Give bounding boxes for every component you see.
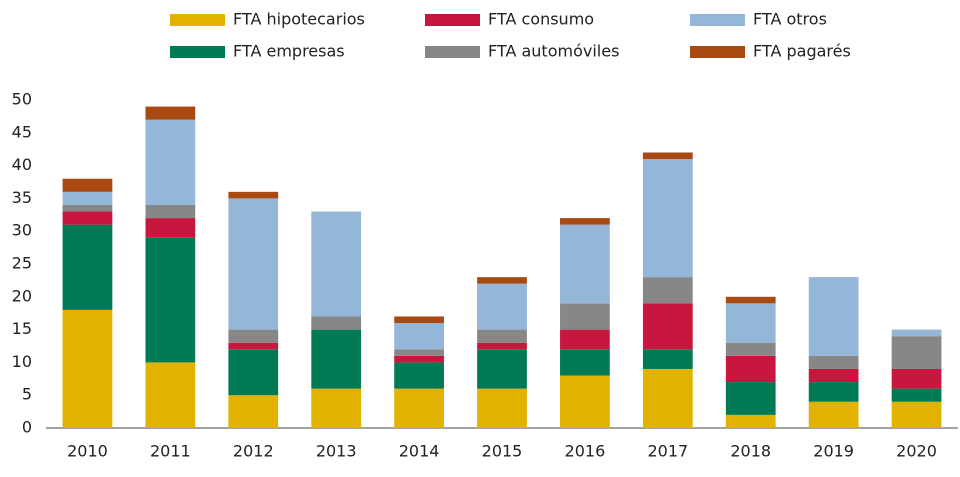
bar-segment [394, 388, 444, 428]
y-tick-label: 50 [12, 90, 32, 109]
x-tick-label: 2015 [482, 442, 523, 461]
legend-swatch [170, 14, 225, 26]
bar-segment [145, 204, 196, 219]
legend-swatch [425, 14, 480, 26]
bar-segment [725, 303, 776, 343]
bar-segment [394, 362, 444, 389]
x-tick-label: 2020 [896, 442, 937, 461]
y-tick-label: 35 [12, 188, 32, 207]
bar-segment [891, 329, 942, 337]
y-tick-label: 45 [12, 122, 32, 141]
legend-swatch [690, 14, 745, 26]
bar-segment [477, 388, 527, 428]
legend-label: FTA otros [753, 10, 827, 29]
y-tick-label: 10 [12, 352, 32, 371]
bar-segment [394, 349, 444, 356]
bar-segment [891, 388, 942, 402]
bar-segment [62, 224, 113, 310]
bar-segment [477, 342, 527, 350]
bar-segment [560, 224, 610, 304]
bar-segment [808, 368, 859, 383]
bar-segment [62, 309, 113, 428]
y-tick-label: 15 [12, 319, 32, 338]
bar-segment [228, 329, 279, 343]
legend-swatch [425, 46, 480, 58]
bar-segment [311, 388, 362, 428]
legend-swatch [690, 46, 745, 58]
bar-segment [311, 316, 362, 330]
bar-segment [725, 296, 776, 304]
y-tick-label: 0 [22, 418, 32, 437]
legend-label: FTA pagarés [753, 42, 851, 61]
bar-segment [477, 349, 527, 389]
y-tick-label: 40 [12, 155, 32, 174]
bar-segment [560, 329, 610, 350]
bar-segment [145, 106, 196, 120]
bar-segment [311, 211, 362, 317]
bar-segment [891, 401, 942, 428]
bar-segment [891, 368, 942, 389]
bar-segment [560, 375, 610, 428]
bar-segment [477, 329, 527, 343]
x-tick-label: 2016 [565, 442, 606, 461]
x-tick-label: 2019 [813, 442, 854, 461]
bar-segment [642, 152, 693, 160]
bar-segment [808, 401, 859, 428]
legend-label: FTA empresas [233, 42, 345, 61]
bar-segment [725, 342, 776, 356]
legend-label: FTA hipotecarios [233, 10, 365, 29]
legend-swatch [170, 46, 225, 58]
x-tick-label: 2017 [647, 442, 688, 461]
bar-segment [725, 355, 776, 383]
bar-segment [808, 355, 859, 369]
bar-segment [477, 283, 527, 330]
bar-segment [62, 204, 113, 212]
bar-segment [228, 198, 279, 330]
x-tick-label: 2011 [150, 442, 191, 461]
bar-segment [62, 178, 113, 192]
bar-segment [394, 355, 444, 363]
x-tick-label: 2018 [730, 442, 771, 461]
bar-segment [560, 303, 610, 330]
y-tick-label: 5 [22, 385, 32, 404]
y-tick-label: 20 [12, 286, 32, 305]
legend-label: FTA consumo [488, 10, 594, 29]
bar-segment [145, 237, 196, 363]
bar-segment [228, 349, 279, 396]
x-tick-label: 2014 [399, 442, 440, 461]
bar-segment [62, 191, 113, 205]
bar-segment [145, 362, 196, 428]
bar-segment [477, 277, 527, 284]
bar-segment [725, 382, 776, 415]
bar-segment [891, 336, 942, 369]
bar-segment [642, 277, 693, 304]
bar-segment [725, 414, 776, 428]
bar-segment [394, 323, 444, 350]
bar-segment [228, 395, 279, 428]
bar-segment [145, 119, 196, 205]
y-tick-label: 30 [12, 221, 32, 240]
y-tick-label: 25 [12, 254, 32, 273]
x-tick-label: 2010 [67, 442, 108, 461]
bar-segment [62, 211, 113, 225]
bar-segment [642, 159, 693, 278]
bar-segment [145, 218, 196, 238]
bar-segment [808, 382, 859, 402]
bar-segment [228, 191, 279, 199]
x-tick-label: 2012 [233, 442, 274, 461]
bar-segment [311, 329, 362, 389]
bar-segment [642, 368, 693, 428]
bar-segment [642, 303, 693, 350]
legend-label: FTA automóviles [488, 42, 619, 61]
bar-segment [560, 218, 610, 225]
bar-segment [560, 349, 610, 376]
bar-segment [642, 349, 693, 369]
bar-segment [808, 277, 859, 356]
bar-segment [394, 316, 444, 324]
x-tick-label: 2013 [316, 442, 357, 461]
bar-segment [228, 342, 279, 350]
